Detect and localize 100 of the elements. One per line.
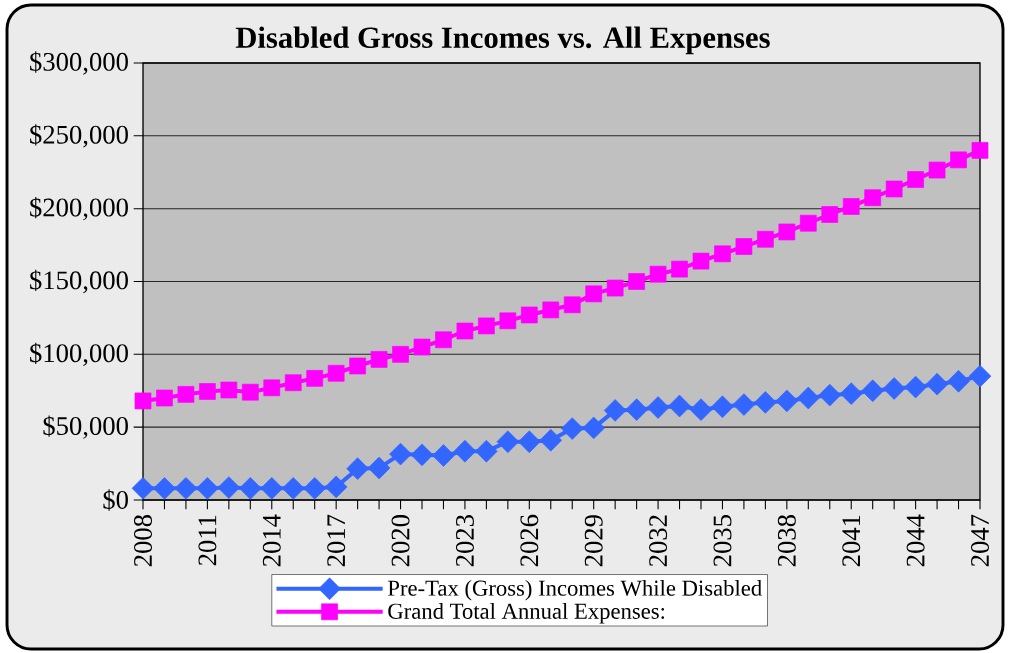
- point: [196, 477, 219, 500]
- point: [689, 398, 713, 421]
- point: [432, 444, 455, 467]
- point: [585, 285, 603, 303]
- point: [714, 245, 731, 263]
- point: [217, 476, 241, 499]
- point: [134, 392, 152, 410]
- chart-title: Disabled Gross Incomes vs. All Expenses: [235, 26, 770, 55]
- point: [239, 477, 262, 500]
- point: [156, 389, 173, 407]
- point: [582, 416, 605, 440]
- point: [303, 477, 326, 500]
- point: [818, 383, 842, 407]
- point: [799, 214, 817, 232]
- x-tick-label: 2038: [777, 515, 796, 567]
- x-tick-label: 2011: [198, 515, 217, 566]
- point: [475, 439, 498, 463]
- point: [971, 142, 989, 159]
- point: [950, 151, 967, 169]
- x-tick-label: 2029: [584, 515, 603, 567]
- point: [797, 386, 820, 410]
- point: [478, 317, 495, 335]
- legend-label: Pre-Tax (Gross) Incomes While Disabled: [388, 579, 762, 601]
- point: [324, 475, 348, 499]
- point: [518, 430, 541, 453]
- x-tick-label: 2008: [134, 515, 152, 567]
- point: [606, 279, 624, 297]
- point: [839, 382, 863, 405]
- point: [306, 370, 324, 387]
- point: [456, 322, 474, 340]
- point: [864, 189, 882, 207]
- x-tick-label: 2044: [906, 514, 925, 567]
- point: [153, 477, 176, 500]
- x-tick-label: 2041: [842, 515, 861, 567]
- point: [968, 364, 992, 388]
- x-tick-label: 2017: [327, 514, 346, 567]
- point: [625, 398, 648, 421]
- x-tick-label: 2023: [455, 515, 474, 567]
- y-tick-label: $0: [103, 489, 128, 511]
- point: [177, 386, 195, 403]
- point: [220, 381, 238, 399]
- point: [410, 443, 434, 467]
- point: [757, 230, 774, 248]
- x-tick-label: 2035: [713, 515, 732, 567]
- point: [668, 394, 691, 418]
- y-tick-label: $100,000: [30, 342, 128, 367]
- point: [284, 374, 302, 392]
- y-tick-label: $300,000: [30, 51, 128, 75]
- point: [199, 383, 216, 400]
- legend-label: Grand Total Annual Expenses:: [388, 602, 665, 624]
- x-tick-label: 2032: [649, 515, 668, 567]
- point: [453, 439, 477, 463]
- point: [821, 206, 839, 223]
- point: [560, 417, 584, 440]
- point: [735, 238, 753, 255]
- point: [367, 456, 391, 480]
- y-tick-label: $200,000: [30, 196, 128, 221]
- y-tick-label: $150,000: [30, 269, 128, 294]
- point: [904, 375, 927, 399]
- point: [775, 389, 799, 413]
- y-tick-label: $50,000: [43, 415, 128, 439]
- x-tick-label: 2047: [971, 514, 989, 567]
- point: [928, 161, 946, 179]
- point: [861, 379, 884, 403]
- point: [392, 345, 409, 363]
- point: [346, 457, 369, 480]
- point: [389, 442, 412, 466]
- point: [520, 306, 538, 324]
- point: [370, 351, 388, 368]
- point: [603, 399, 627, 422]
- point: [646, 396, 670, 419]
- y-tick-label: $250,000: [30, 124, 128, 148]
- point: [260, 477, 284, 500]
- point: [692, 252, 710, 270]
- point: [842, 198, 860, 215]
- point: [263, 379, 281, 397]
- point: [885, 180, 903, 198]
- point: [496, 430, 520, 453]
- point: [435, 331, 452, 349]
- x-tick-label: 2026: [520, 514, 539, 567]
- point: [628, 273, 645, 290]
- point: [542, 301, 560, 319]
- point: [327, 364, 345, 382]
- point: [907, 171, 924, 188]
- point: [732, 393, 756, 416]
- point: [563, 296, 581, 314]
- point: [947, 369, 970, 393]
- point: [671, 260, 688, 278]
- point: [413, 338, 431, 356]
- point: [711, 395, 734, 419]
- point: [499, 312, 517, 330]
- point: [778, 223, 796, 241]
- point: [882, 377, 906, 400]
- point: [925, 372, 949, 396]
- point: [281, 477, 305, 500]
- point: [131, 477, 155, 500]
- point: [174, 477, 198, 500]
- x-tick-label: 2020: [391, 515, 410, 567]
- point: [754, 391, 777, 414]
- point: [649, 265, 667, 283]
